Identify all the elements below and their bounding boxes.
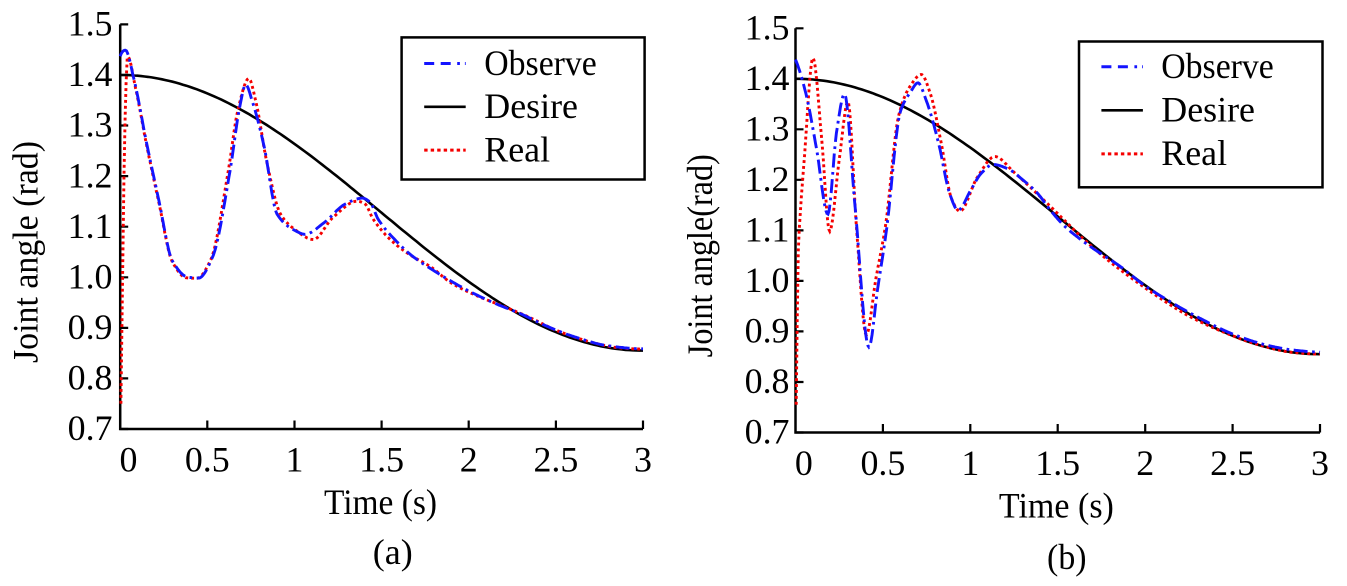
svg-text:1.1: 1.1 (745, 210, 790, 250)
svg-text:1: 1 (961, 443, 979, 483)
svg-text:Desire: Desire (1161, 90, 1255, 130)
svg-text:3: 3 (1311, 443, 1329, 483)
svg-text:0.8: 0.8 (745, 361, 790, 401)
svg-text:Time (s): Time (s) (999, 486, 1114, 526)
svg-text:0: 0 (120, 440, 138, 480)
svg-text:Desire: Desire (484, 86, 578, 126)
svg-text:1.5: 1.5 (68, 4, 113, 44)
svg-text:1.4: 1.4 (745, 58, 790, 98)
svg-text:Time (s): Time (s) (324, 482, 437, 522)
svg-text:0.9: 0.9 (68, 307, 113, 347)
svg-text:2.5: 2.5 (1210, 443, 1255, 483)
svg-text:1.3: 1.3 (745, 109, 790, 149)
svg-text:0.7: 0.7 (745, 412, 790, 452)
svg-text:1.4: 1.4 (68, 54, 113, 94)
svg-text:1.3: 1.3 (68, 105, 113, 145)
svg-text:Observe: Observe (1161, 46, 1274, 86)
svg-text:0.5: 0.5 (860, 443, 905, 483)
svg-text:Real: Real (484, 129, 550, 169)
svg-text:1.5: 1.5 (745, 8, 790, 48)
svg-text:1.2: 1.2 (68, 155, 113, 195)
svg-text:1.5: 1.5 (1035, 443, 1080, 483)
svg-text:(b): (b) (1047, 537, 1087, 577)
svg-text:3: 3 (634, 440, 652, 480)
svg-text:1.1: 1.1 (68, 206, 113, 246)
svg-text:Joint angle (rad): Joint angle (rad) (6, 141, 46, 363)
svg-text:1.2: 1.2 (745, 159, 790, 199)
svg-text:2: 2 (1136, 443, 1154, 483)
svg-text:0.7: 0.7 (68, 408, 113, 448)
svg-text:0.9: 0.9 (745, 311, 790, 351)
svg-text:1.0: 1.0 (68, 257, 113, 297)
svg-text:1.5: 1.5 (359, 440, 404, 480)
svg-text:2.5: 2.5 (533, 440, 578, 480)
svg-text:2: 2 (460, 440, 478, 480)
svg-text:Joint angle(rad): Joint angle(rad) (680, 154, 720, 357)
svg-text:Observe: Observe (484, 43, 597, 83)
svg-text:0: 0 (795, 443, 813, 483)
svg-text:1: 1 (286, 440, 304, 480)
svg-text:1.0: 1.0 (745, 260, 790, 300)
svg-text:0.5: 0.5 (185, 440, 230, 480)
svg-text:Real: Real (1161, 133, 1227, 173)
svg-text:(a): (a) (373, 532, 413, 572)
svg-text:0.8: 0.8 (68, 358, 113, 398)
